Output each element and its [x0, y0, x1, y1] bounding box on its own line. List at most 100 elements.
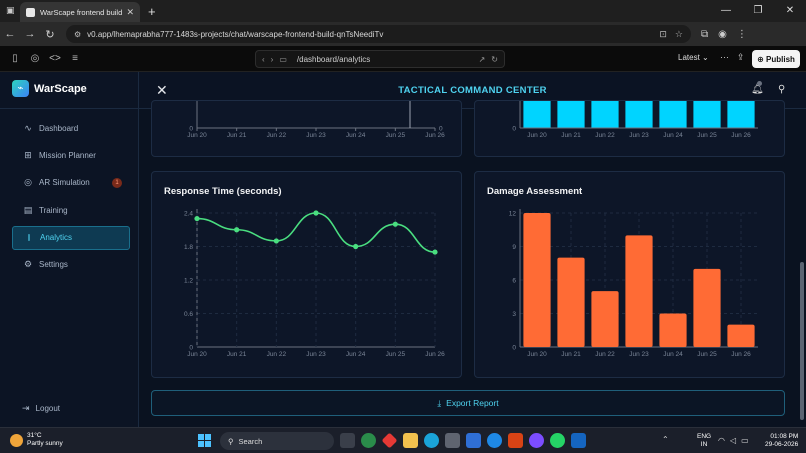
task-view-icon[interactable]: [340, 433, 355, 448]
volume-icon[interactable]: ◁: [729, 436, 737, 445]
notification-dot: [757, 81, 762, 86]
version-select[interactable]: Latest ⌄: [678, 53, 709, 62]
refresh-preview-icon[interactable]: ↻: [491, 54, 498, 64]
file-explorer-icon[interactable]: [403, 433, 418, 448]
search-icon: ⚲: [228, 436, 234, 446]
logout-icon: ⇥: [22, 403, 30, 413]
preview-path: /dashboard/analytics: [296, 54, 371, 64]
language-indicator[interactable]: ENG IN: [697, 433, 711, 449]
export-report-button[interactable]: ⤓ Export Report: [151, 390, 785, 416]
publish-button[interactable]: ⊕ Publish: [752, 50, 800, 68]
panel-toggle-icon[interactable]: ▯: [12, 53, 18, 64]
brand[interactable]: ⌁ WarScape: [12, 80, 87, 97]
x-tick-label: Jun 24: [346, 351, 366, 358]
scrollbar-thumb[interactable]: [800, 262, 804, 420]
bell-icon[interactable]: 🔔︎: [751, 81, 764, 95]
x-tick-label: Jun 23: [629, 351, 649, 358]
sidebar-item-ar-simulation[interactable]: ◎ AR Simulation 1: [12, 171, 130, 195]
code-icon[interactable]: <>: [49, 53, 61, 64]
x-tick-label: Jun 22: [595, 351, 615, 358]
preview-path-bar[interactable]: ‹ › ▭ /dashboard/analytics ↗ ↻: [255, 50, 505, 68]
weather-temp: 31°C: [27, 432, 42, 439]
x-tick-label: Jun 26: [731, 132, 751, 139]
clock-date: 29-06-2026: [765, 441, 799, 448]
reload-icon[interactable]: ↻: [45, 28, 55, 41]
page-title: TACTICAL COMMAND CENTER: [398, 85, 547, 96]
install-icon[interactable]: ⊡: [659, 28, 667, 39]
chrome-icon[interactable]: [361, 433, 376, 448]
sidebar-item-training[interactable]: ▤ Training: [12, 198, 130, 222]
y-tick-label: 1.2: [184, 278, 193, 285]
taskbar-search[interactable]: ⚲ Search: [220, 432, 334, 450]
bar: [523, 101, 551, 128]
app-diamond-icon[interactable]: [381, 432, 398, 449]
share-icon[interactable]: ⇪: [737, 52, 745, 62]
tab-search-icon[interactable]: ▣: [6, 5, 15, 15]
sidebar-item-label: Analytics: [40, 233, 73, 243]
weather-widget[interactable]: 31°C Partly sunny: [10, 432, 63, 448]
x-tick-label: Jun 24: [663, 351, 683, 358]
bookmark-star-icon[interactable]: ☆: [674, 28, 683, 39]
user-icon[interactable]: ⚲: [778, 84, 786, 95]
y-tick-label: 0: [189, 345, 193, 352]
maximize-icon[interactable]: ❐: [753, 5, 763, 16]
v0-favicon-icon: [26, 7, 35, 17]
whatsapp-icon[interactable]: [550, 433, 565, 448]
site-info-icon[interactable]: ⚙: [74, 29, 82, 39]
sidebar-item-analytics[interactable]: ⫾ Analytics: [12, 225, 130, 250]
notification-badge: 1: [112, 177, 122, 188]
publish-label: Publish: [766, 54, 795, 64]
calculator-icon[interactable]: [445, 433, 460, 448]
database-icon[interactable]: ≡: [72, 53, 78, 64]
export-label: Export Report: [446, 398, 499, 408]
sidebar-item-dashboard[interactable]: ∿ Dashboard: [12, 116, 130, 140]
copilot-icon[interactable]: [529, 433, 544, 448]
logout-button[interactable]: ⇥ Logout: [22, 403, 60, 414]
path-back-icon[interactable]: ‹: [262, 54, 265, 64]
damage-assessment-card: Damage Assessment 0 3 6 9 12 Jun 20 Jun 21 Jun …: [474, 171, 785, 378]
chart-card-top-right: 0 Jun 20 Jun 21 Jun 22 Jun 23 Jun 24 Jun 25 Jun…: [474, 100, 785, 157]
y-tick-label: 1.8: [184, 244, 193, 251]
sidebar-item-settings[interactable]: ⚙ Settings: [12, 253, 130, 277]
windows-start-icon[interactable]: [198, 434, 211, 447]
edge-icon[interactable]: [424, 433, 439, 448]
close-tab-icon[interactable]: ✕: [126, 6, 134, 17]
help-icon[interactable]: [487, 433, 502, 448]
bar: [557, 101, 585, 128]
mail-icon[interactable]: [466, 433, 481, 448]
sidebar-item-label: Dashboard: [39, 123, 79, 133]
remote-desktop-icon[interactable]: [571, 433, 586, 448]
wifi-icon[interactable]: ◠: [718, 436, 725, 445]
extensions-icon[interactable]: ⧉: [701, 28, 709, 40]
bar: [591, 101, 619, 128]
y-tick-label: 9: [512, 244, 516, 251]
path-forward-icon[interactable]: ›: [270, 54, 274, 64]
clock[interactable]: 01:08 PM 29-06-2026: [765, 433, 798, 449]
bar: [727, 101, 755, 128]
sidebar-item-mission-planner[interactable]: ⊞ Mission Planner: [12, 143, 130, 167]
browser-tab[interactable]: WarScape frontend build - v0 b... ✕: [20, 2, 140, 22]
browser-tab-bar: ▣ WarScape frontend build - v0 b... ✕ + …: [0, 0, 806, 22]
forward-icon[interactable]: →: [24, 28, 36, 40]
window-controls: — ❐ ✕: [710, 0, 806, 22]
open-external-icon[interactable]: ↗: [478, 54, 486, 64]
url-bar[interactable]: ⚙ v0.app/lhemaprabha777-1483s-projects/c…: [66, 25, 691, 43]
preview-eye-icon[interactable]: ◎: [30, 53, 40, 64]
minimize-icon[interactable]: —: [721, 5, 731, 16]
close-icon[interactable]: ✕: [156, 82, 168, 98]
bar: [523, 213, 551, 347]
battery-icon[interactable]: ▭: [741, 436, 749, 445]
chart-title: Response Time (seconds): [164, 186, 282, 197]
profile-icon[interactable]: ◉: [718, 28, 727, 40]
back-icon[interactable]: ←: [4, 28, 16, 40]
x-tick-label: Jun 26: [425, 351, 445, 358]
browser-menu-icon[interactable]: ⋮: [736, 28, 747, 40]
new-tab-button[interactable]: +: [148, 3, 156, 19]
office-icon[interactable]: [508, 433, 523, 448]
close-window-icon[interactable]: ✕: [785, 5, 795, 16]
logout-label: Logout: [35, 404, 61, 413]
tray-chevron-icon[interactable]: ⌃: [662, 435, 669, 444]
more-icon[interactable]: ···: [720, 52, 729, 62]
data-point: [234, 227, 240, 233]
download-icon: ⤓: [437, 397, 442, 408]
